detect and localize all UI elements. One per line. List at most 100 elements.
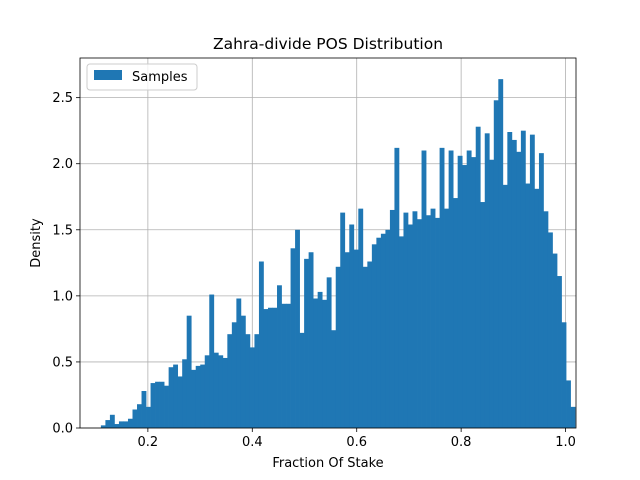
histogram-bar <box>493 100 499 428</box>
histogram-bar <box>538 153 544 428</box>
y-tick-label: 2.0 <box>52 157 73 172</box>
histogram-bar <box>173 364 179 428</box>
histogram-bar <box>534 188 540 428</box>
histogram-bar <box>308 252 314 428</box>
histogram-bar <box>480 202 486 428</box>
histogram-bar <box>552 253 558 428</box>
histogram-bar <box>127 418 133 428</box>
x-tick-label: 0.6 <box>346 435 367 450</box>
histogram-bar <box>462 165 468 429</box>
histogram-bar <box>362 266 368 428</box>
histogram-bar <box>236 298 242 428</box>
legend-label: Samples <box>132 70 188 85</box>
histogram-bar <box>299 332 305 428</box>
axes-frame <box>79 57 577 429</box>
histogram-bar <box>313 298 319 428</box>
bars <box>100 79 576 429</box>
axes-border <box>79 57 577 429</box>
histogram-bar <box>114 424 120 428</box>
histogram-bar <box>209 294 215 428</box>
histogram-bar <box>286 303 291 428</box>
histogram-bar <box>150 383 156 428</box>
histogram-bar <box>353 249 359 428</box>
histogram-bar <box>168 367 174 428</box>
histogram-bar <box>489 159 495 428</box>
x-tick-label: 0.8 <box>451 435 472 450</box>
histogram-bar <box>191 369 197 428</box>
histogram-bar <box>331 330 337 428</box>
histogram-bar <box>435 217 440 428</box>
x-tick-label: 0.4 <box>242 435 263 450</box>
histogram-bar <box>380 233 386 428</box>
y-axis-title: Density <box>29 218 44 268</box>
histogram-bar <box>570 406 576 428</box>
histogram-bar <box>520 130 526 428</box>
histogram-bar <box>249 347 255 428</box>
x-tick-label: 1.0 <box>555 435 576 450</box>
histogram-bar <box>254 334 260 428</box>
histogram-bar <box>358 208 364 428</box>
histogram-bar <box>317 291 323 428</box>
histogram-bar <box>376 237 382 428</box>
histogram-bar <box>516 151 522 428</box>
histogram-bar <box>141 391 147 428</box>
histogram-bar <box>407 224 413 428</box>
histogram-bar <box>507 132 513 428</box>
histogram-bar <box>475 126 481 429</box>
histogram-bar <box>231 322 237 428</box>
legend: Samples <box>86 63 198 91</box>
histogram-bar <box>430 208 436 428</box>
histogram-bar <box>385 229 391 428</box>
histogram-bar <box>557 276 562 428</box>
chart-title: Zahra-divide POS Distribution <box>213 35 443 53</box>
x-tick-label: 0.2 <box>138 435 159 450</box>
histogram-bar <box>511 139 517 428</box>
histogram-bar <box>566 380 571 428</box>
histogram-bar <box>105 420 111 428</box>
histogram-bar <box>561 322 567 428</box>
histogram-bar <box>444 208 449 428</box>
histogram-bar <box>123 421 129 428</box>
histogram-bar <box>182 359 188 428</box>
histogram-bar <box>417 219 422 428</box>
histogram-bar <box>146 406 151 428</box>
x-axis-title: Fraction Of Stake <box>272 456 383 471</box>
histogram-bar <box>277 285 282 428</box>
histogram-bar <box>371 244 377 428</box>
histogram-bar <box>471 157 477 429</box>
histogram-bar <box>100 425 106 428</box>
histogram-bar <box>186 315 192 428</box>
histogram-bar <box>439 147 445 429</box>
histogram-bar <box>137 404 142 428</box>
histogram-bar <box>448 150 454 428</box>
histogram-bar <box>195 365 201 428</box>
histogram-bar <box>421 150 427 428</box>
histogram-bar <box>295 229 300 428</box>
histogram-bar <box>218 355 224 428</box>
histogram-bar <box>272 307 278 428</box>
histogram-bar <box>290 248 296 428</box>
histogram-bar <box>326 277 332 428</box>
y-tick-label: 1.0 <box>52 289 73 304</box>
histogram-bar <box>389 209 395 428</box>
histogram-bar <box>466 150 472 428</box>
histogram-bar <box>281 303 287 428</box>
histogram-bar <box>543 211 549 428</box>
histogram-bar <box>426 215 431 428</box>
histogram-bar <box>164 385 169 428</box>
histogram-bar <box>484 133 490 428</box>
histogram-bar <box>304 258 309 428</box>
histogram-bar <box>502 184 508 428</box>
histogram-bar <box>227 334 233 428</box>
y-tick-label: 1.5 <box>52 223 73 238</box>
histogram-bar <box>335 266 341 428</box>
histogram-bar <box>453 198 459 428</box>
histogram-bar <box>457 155 463 429</box>
histogram-bar <box>155 381 160 428</box>
legend-swatch <box>94 70 122 80</box>
histogram-bar <box>245 334 251 428</box>
histogram-bar <box>403 212 409 428</box>
y-tick-label: 0.5 <box>52 355 73 370</box>
